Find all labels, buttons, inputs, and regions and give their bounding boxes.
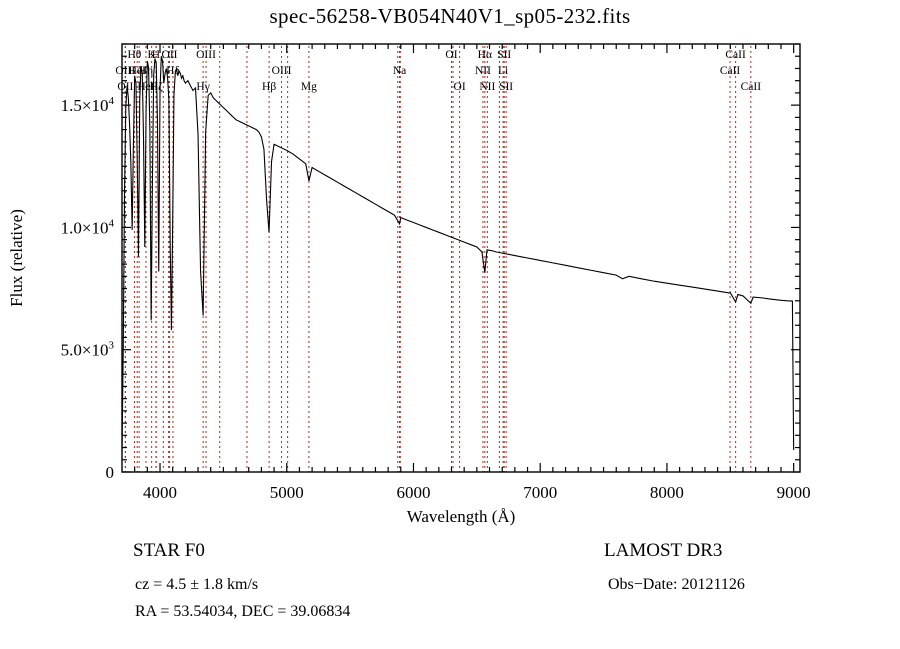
y-tick-label: 1.5×104 <box>61 95 115 115</box>
spectral-line-label: CaII <box>720 65 741 77</box>
survey-text: LAMOST DR3 <box>604 540 722 561</box>
axes-frame <box>121 43 801 473</box>
x-tick-label: 6000 <box>396 483 430 502</box>
spectral-line-label: OII <box>117 81 133 93</box>
spectral-line-label: Na <box>393 65 406 77</box>
spectrum-curve <box>121 56 795 453</box>
spectral-line-label: OIII <box>196 49 216 61</box>
x-axis-title: Wavelength (Å) <box>407 507 516 526</box>
spectral-line-label: H <box>152 49 160 61</box>
spectral-line-label: CaII <box>725 49 746 61</box>
spectral-line-label: Mg <box>301 81 317 93</box>
y-tick-label: 5.0×103 <box>61 340 115 360</box>
spectral-line-label: SII <box>497 49 511 61</box>
spectral-line-label: Hβ <box>262 81 276 93</box>
spectral-line-label: Li <box>498 65 508 77</box>
cz-text: cz = 4.5 ± 1.8 km/s <box>135 576 258 593</box>
x-tick-label: 8000 <box>650 483 684 502</box>
axis-ticks <box>122 43 800 473</box>
object-class-text: STAR F0 <box>133 540 205 561</box>
spectral-line-label: OII <box>162 49 178 61</box>
x-tick-label: 4000 <box>143 483 177 502</box>
x-tick-label: 7000 <box>523 483 557 502</box>
spectral-line-markers <box>124 46 752 472</box>
spectral-line-label: OI <box>445 49 457 61</box>
spectral-line-label: HeI <box>137 81 154 93</box>
coordinates-text: RA = 53.54034, DEC = 39.06834 <box>135 603 350 620</box>
x-tick-label: 5000 <box>270 483 304 502</box>
spectral-line-label: Hα <box>478 49 492 61</box>
spectral-line-label: NII <box>475 65 491 77</box>
spectral-line-label: OIII <box>115 65 135 77</box>
spectral-line-label: SII <box>499 81 513 93</box>
spectral-line-label: CaII <box>741 81 762 93</box>
y-tick-label: 0 <box>106 463 115 482</box>
x-tick-label: 9000 <box>777 483 811 502</box>
spectral-line-label: K <box>147 49 156 61</box>
y-tick-labels: 0 5.0×103 1.0×104 1.5×104 <box>61 95 115 482</box>
spectral-line-label: OI <box>454 81 466 93</box>
obs-date-text: Obs−Date: 20121126 <box>608 576 745 593</box>
spectral-line-label: Hθ <box>128 49 142 61</box>
spectral-line-label: Hδ <box>166 65 180 77</box>
spectral-line-label: Hγ <box>196 81 209 93</box>
y-tick-label: 1.0×104 <box>61 217 115 237</box>
page-title: spec-56258-VB054N40V1_sp05-232.fits <box>269 4 631 28</box>
spectral-line-label: NII <box>479 81 495 93</box>
y-axis-title: Flux (relative) <box>7 209 26 307</box>
x-tick-labels: 4000 5000 6000 7000 8000 9000 <box>143 483 811 502</box>
spectral-line-label: OIII <box>272 65 292 77</box>
